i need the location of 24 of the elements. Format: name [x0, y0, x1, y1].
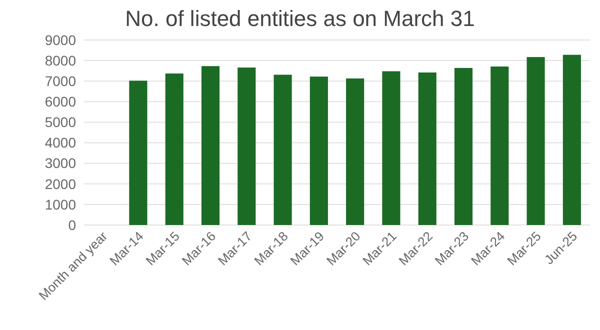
bar: [238, 68, 256, 225]
y-tick-label: 0: [68, 216, 76, 233]
bar: [165, 74, 184, 225]
bar: [201, 66, 220, 225]
y-tick-label: 3000: [44, 155, 76, 172]
y-tick-label: 6000: [44, 94, 76, 110]
y-tick-label: 7000: [44, 73, 76, 90]
y-tick-label: 5000: [44, 114, 76, 130]
y-tick-label: 4000: [44, 134, 76, 151]
y-tick-label: 9000: [44, 32, 76, 48]
y-tick-label: 1000: [44, 196, 76, 212]
bar: [274, 74, 292, 225]
bar: [346, 78, 364, 225]
bar: [490, 66, 509, 225]
bar: [418, 72, 436, 225]
y-tick-label: 2000: [44, 176, 76, 192]
bar: [382, 71, 400, 225]
bar: [526, 57, 545, 225]
bar: [454, 68, 473, 225]
chart-title: No. of listed entities as on March 31: [125, 6, 475, 31]
bar: [310, 76, 328, 225]
y-tick-label: 8000: [44, 52, 76, 68]
bar: [562, 54, 581, 225]
bar: [129, 80, 148, 225]
